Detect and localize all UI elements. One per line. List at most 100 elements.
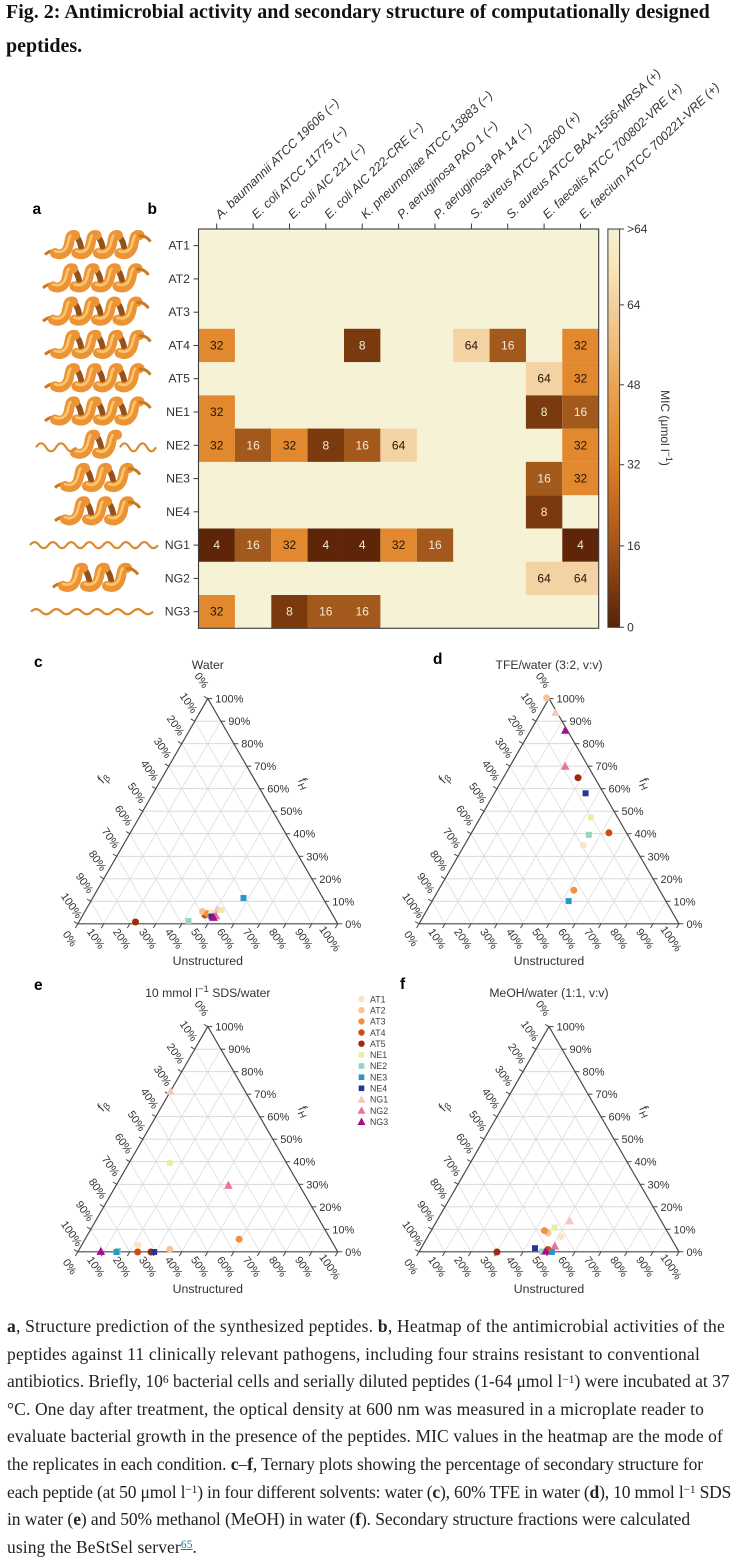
svg-text:80%: 80% [583,739,605,751]
svg-text:0%: 0% [687,1247,703,1259]
svg-text:32: 32 [283,538,297,552]
svg-text:100%: 100% [316,1252,342,1282]
svg-text:AT4: AT4 [168,339,190,353]
svg-text:NG1: NG1 [165,538,190,552]
svg-text:20%: 20% [319,1202,341,1214]
svg-text:20%: 20% [505,1041,528,1066]
svg-text:50%: 50% [622,806,644,818]
svg-text:0%: 0% [192,671,211,691]
svg-text:30%: 30% [136,1255,159,1280]
svg-text:TFE/water (3:2, v:v): TFE/water (3:2, v:v) [496,658,603,672]
svg-text:30%: 30% [151,1064,174,1089]
svg-text:0%: 0% [60,1257,79,1277]
svg-text:60%: 60% [609,1112,631,1124]
svg-text:MeOH/water (1:1, v:v): MeOH/water (1:1, v:v) [489,986,608,1000]
svg-text:0%: 0% [345,1247,361,1259]
svg-text:AT5: AT5 [370,1039,386,1049]
svg-text:AT1: AT1 [168,239,190,253]
svg-text:70%: 70% [440,826,463,851]
svg-text:60%: 60% [453,1131,476,1156]
svg-text:30%: 30% [477,1255,500,1280]
svg-text:70%: 70% [596,761,618,773]
svg-text:60%: 60% [112,803,135,828]
svg-text:100%: 100% [657,924,683,954]
svg-text:Water: Water [192,658,224,672]
svg-text:70%: 70% [254,761,276,773]
svg-text:60%: 60% [214,1255,237,1280]
svg-text:NE4: NE4 [166,505,190,519]
svg-text:70%: 70% [596,1089,618,1101]
svg-text:S. aureus ATCC BAA-1556-MRSA (: S. aureus ATCC BAA-1556-MRSA (+) [504,66,664,221]
svg-text:fH: fH [293,775,313,793]
svg-text:AT2: AT2 [370,1006,386,1016]
svg-text:16: 16 [246,438,260,452]
svg-text:30%: 30% [648,851,670,863]
svg-text:40%: 40% [138,1086,161,1111]
svg-text:d: d [433,651,442,668]
svg-text:30%: 30% [306,1179,328,1191]
svg-text:b: b [148,201,157,218]
svg-text:NE2: NE2 [166,438,190,452]
svg-text:c: c [34,654,43,671]
svg-text:fβ: fβ [94,1098,113,1115]
svg-text:10 mmol l−1 SDS/water: 10 mmol l−1 SDS/water [145,984,270,1001]
svg-text:32: 32 [392,538,406,552]
svg-text:70%: 70% [240,1255,263,1280]
svg-text:8: 8 [322,438,329,452]
svg-text:32: 32 [627,458,641,472]
svg-text:30%: 30% [492,1064,515,1089]
svg-text:fH: fH [293,1103,313,1121]
svg-text:20%: 20% [451,927,474,952]
svg-text:64: 64 [392,438,406,452]
svg-text:32: 32 [574,372,588,386]
svg-text:20%: 20% [110,927,133,952]
svg-text:16: 16 [319,605,333,619]
svg-text:0%: 0% [192,999,211,1019]
svg-text:80%: 80% [266,1255,289,1280]
svg-text:16: 16 [428,538,442,552]
svg-text:10%: 10% [84,927,107,952]
svg-text:80%: 80% [86,848,109,873]
svg-text:40%: 40% [635,829,657,841]
svg-text:4: 4 [322,538,329,552]
svg-text:60%: 60% [267,784,289,796]
svg-text:4: 4 [359,538,366,552]
svg-text:100%: 100% [58,891,84,921]
svg-text:30%: 30% [477,927,500,952]
svg-text:50%: 50% [125,1109,148,1134]
svg-text:E. faecalis ATCC 700802-VRE (+: E. faecalis ATCC 700802-VRE (+) [540,81,685,222]
svg-text:NE4: NE4 [370,1084,387,1094]
svg-text:60%: 60% [555,1255,578,1280]
svg-text:NG3: NG3 [370,1117,388,1127]
svg-text:20%: 20% [661,1202,683,1214]
svg-text:70%: 70% [240,927,263,952]
svg-text:32: 32 [210,438,224,452]
svg-text:50%: 50% [280,1134,302,1146]
svg-text:NG1: NG1 [370,1095,388,1105]
svg-text:AT3: AT3 [168,305,190,319]
svg-text:48: 48 [627,378,641,392]
svg-text:100%: 100% [399,1219,425,1249]
svg-text:90%: 90% [292,927,315,952]
svg-text:10%: 10% [332,1224,354,1236]
svg-text:80%: 80% [427,848,450,873]
svg-text:60%: 60% [453,803,476,828]
svg-text:20%: 20% [451,1255,474,1280]
svg-text:50%: 50% [125,781,148,806]
svg-text:80%: 80% [607,1255,630,1280]
svg-text:90%: 90% [414,871,437,896]
svg-text:0: 0 [627,620,634,634]
svg-text:32: 32 [574,472,588,486]
svg-text:70%: 70% [440,1154,463,1179]
svg-text:40%: 40% [503,927,526,952]
svg-text:AT2: AT2 [168,272,190,286]
svg-text:70%: 70% [99,1154,122,1179]
svg-text:10%: 10% [177,1019,200,1044]
svg-text:70%: 70% [581,1255,604,1280]
svg-text:100%: 100% [399,891,425,921]
svg-text:50%: 50% [466,1109,489,1134]
svg-text:100%: 100% [215,1022,243,1034]
svg-text:20%: 20% [505,713,528,738]
svg-text:64: 64 [537,372,551,386]
svg-text:NG2: NG2 [370,1106,388,1116]
